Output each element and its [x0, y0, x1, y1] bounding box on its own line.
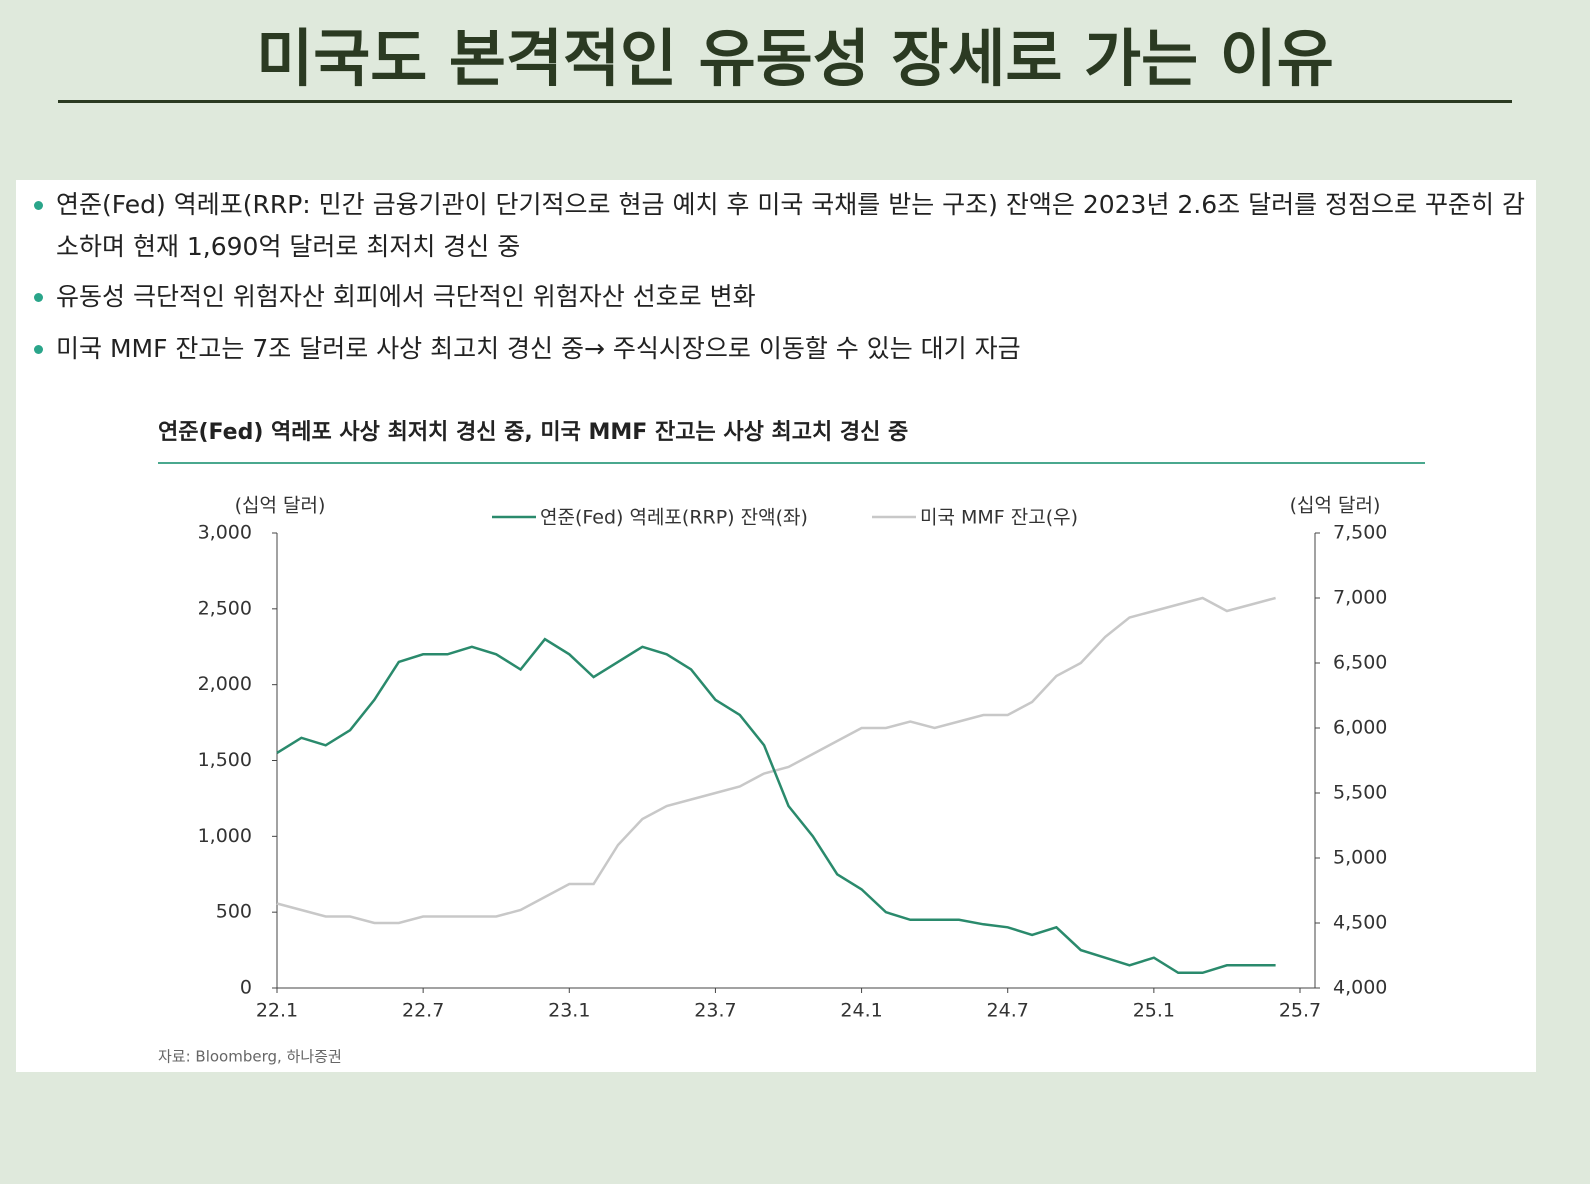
y-tick-label: 1,500: [198, 749, 252, 771]
x-tick-label: 25.1: [1133, 1000, 1175, 1022]
y2-tick-label: 7,000: [1333, 587, 1387, 609]
y2-tick-label: 5,500: [1333, 782, 1387, 804]
x-tick-label: 22.1: [256, 1000, 298, 1022]
y2-tick-label: 6,500: [1333, 652, 1387, 674]
y-tick-label: 3,000: [198, 522, 252, 544]
line-series: [276, 596, 1276, 925]
y-tick-label: 1,000: [198, 825, 252, 847]
y2-axis-label: (십억 달러): [1290, 495, 1381, 517]
x-tick-label: 23.7: [694, 1000, 736, 1022]
y-tick-label: 2,500: [198, 597, 252, 619]
y2-tick-label: 5,000: [1333, 847, 1387, 869]
line-series: [276, 637, 1276, 975]
legend-label: 미국 MMF 잔고(우): [920, 507, 1078, 529]
chart-title: 연준(Fed) 역레포 사상 최저치 경신 중, 미국 MMF 잔고는 사상 최…: [158, 420, 908, 445]
x-tick-label: 25.7: [1279, 1000, 1321, 1022]
y-tick-label: 2,000: [198, 673, 252, 695]
y-axis-label: (십억 달러): [235, 495, 326, 517]
x-tick-label: 24.7: [987, 1000, 1029, 1022]
bullet: 미국 MMF 잔고는 7조 달러로 사상 최고치 경신 중→ 주식시장으로 이동…: [34, 328, 1536, 370]
title-rule: [58, 100, 1512, 103]
y2-tick-label: 7,500: [1333, 522, 1387, 544]
legend-label: 연준(Fed) 역레포(RRP) 잔액(좌): [540, 507, 808, 529]
bullet: 유동성 극단적인 위험자산 회피에서 극단적인 위험자산 선호로 변화: [34, 276, 1536, 318]
bullet: 연준(Fed) 역레포(RRP: 민간 금융기관이 단기적으로 현금 예치 후 …: [34, 184, 1536, 268]
y2-tick-label: 4,000: [1333, 977, 1387, 999]
y2-tick-label: 4,500: [1333, 912, 1387, 934]
x-tick-label: 23.1: [548, 1000, 590, 1022]
x-tick-label: 22.7: [402, 1000, 444, 1022]
content-panel: [16, 180, 1536, 1072]
x-tick-label: 24.1: [840, 1000, 882, 1022]
source: 자료: Bloomberg, 하나증권: [158, 1048, 342, 1066]
y-tick-label: 0: [240, 977, 252, 999]
slide-title: 미국도 본격적인 유동성 장세로 가는 이유: [256, 22, 1334, 95]
y-tick-label: 500: [216, 901, 252, 923]
y2-tick-label: 6,000: [1333, 717, 1387, 739]
